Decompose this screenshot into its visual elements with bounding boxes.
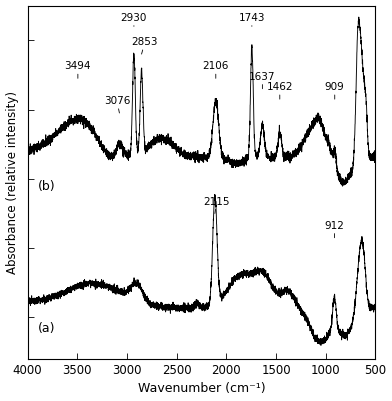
Text: 3076: 3076 bbox=[104, 96, 130, 113]
Text: 1637: 1637 bbox=[249, 72, 276, 89]
X-axis label: Wavenumber (cm⁻¹): Wavenumber (cm⁻¹) bbox=[138, 383, 265, 395]
Text: 2115: 2115 bbox=[203, 196, 230, 213]
Text: 3494: 3494 bbox=[65, 61, 91, 78]
Text: (b): (b) bbox=[38, 180, 55, 193]
Text: 909: 909 bbox=[325, 82, 345, 99]
Text: 2853: 2853 bbox=[132, 37, 158, 54]
Text: 2930: 2930 bbox=[121, 13, 147, 26]
Text: 912: 912 bbox=[325, 221, 345, 238]
Text: 1743: 1743 bbox=[239, 13, 265, 26]
Text: 2106: 2106 bbox=[203, 61, 229, 78]
Y-axis label: Absorbance (relative intensity): Absorbance (relative intensity) bbox=[5, 91, 18, 274]
Text: 1462: 1462 bbox=[267, 82, 293, 99]
Text: (a): (a) bbox=[38, 322, 55, 335]
